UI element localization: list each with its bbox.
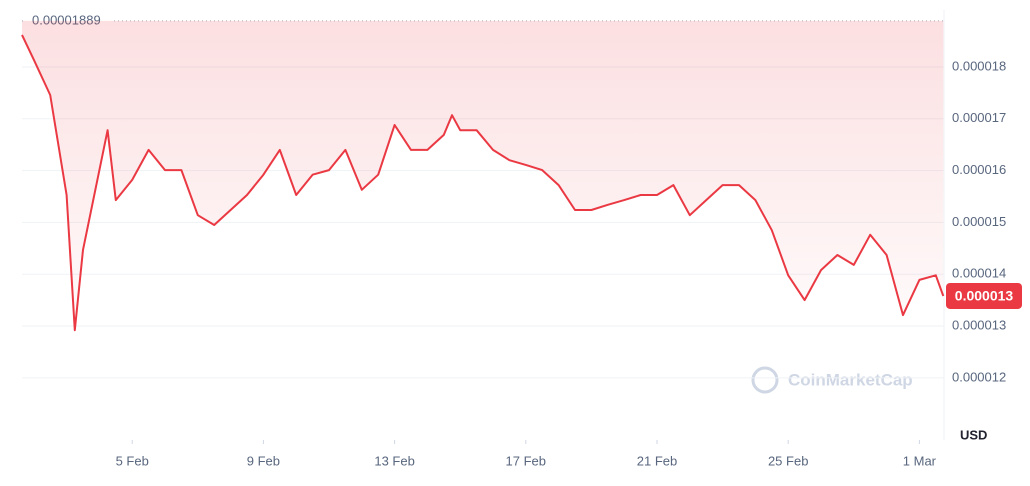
- y-tick-label: 0.000014: [952, 266, 1006, 281]
- watermark-text: CoinMarketCap: [788, 370, 913, 389]
- x-tick-label: 9 Feb: [247, 453, 280, 468]
- x-tick-label: 25 Feb: [768, 453, 808, 468]
- area: [22, 20, 944, 331]
- x-tick-label: 21 Feb: [637, 453, 677, 468]
- currency-label: USD: [960, 427, 987, 442]
- y-tick-label: 0.000015: [952, 214, 1006, 229]
- price-line: [21, 34, 945, 332]
- watermark: CoinMarketCap: [751, 366, 913, 394]
- current-price-label: 0.000013: [955, 288, 1014, 304]
- watermark-icon: [751, 366, 779, 394]
- current-price-badge: [946, 282, 1022, 309]
- y-tick-label: 0.000017: [952, 110, 1006, 125]
- y-tick-label: 0.000013: [952, 317, 1006, 332]
- x-tick-label: 13 Feb: [374, 453, 414, 468]
- y-tick-label: 0.000018: [952, 58, 1006, 73]
- x-tick-label: 17 Feb: [506, 453, 546, 468]
- x-tick-label: 1 Mar: [903, 453, 937, 468]
- y-tick-label: 0.000012: [952, 369, 1006, 384]
- y-tick-label: 0.000016: [952, 162, 1006, 177]
- x-tick-label: 5 Feb: [116, 453, 149, 468]
